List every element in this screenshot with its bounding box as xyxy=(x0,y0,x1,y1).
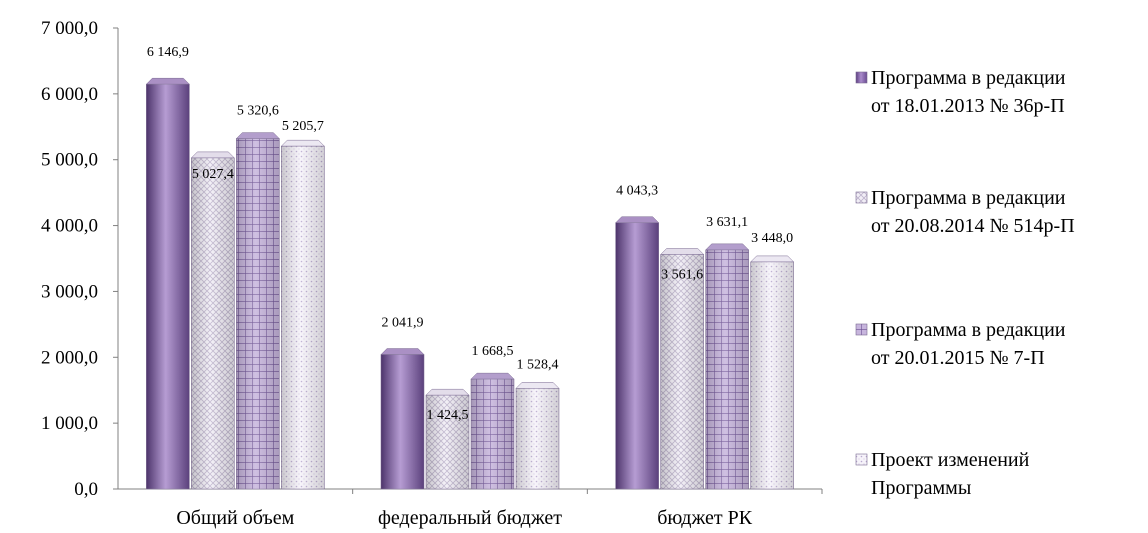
bar-shading xyxy=(750,261,794,489)
legend-swatch xyxy=(855,71,868,84)
bar-shading xyxy=(615,222,659,489)
data-label: 1 668,5 xyxy=(472,344,514,359)
bar-top xyxy=(705,243,750,251)
legend-label: от 20.01.2015 № 7-П xyxy=(871,347,1045,369)
legend-label: Программа в редакции xyxy=(871,67,1066,89)
bar-shading xyxy=(281,146,325,489)
bar-shading xyxy=(705,249,749,489)
data-label: 4 043,3 xyxy=(616,184,658,199)
y-tick-label: 3 000,0 xyxy=(41,281,98,302)
bar-top xyxy=(380,348,425,355)
data-labels: 6 146,9 5 027,4 5 320,65 205,7 2 041,9 1 424… xyxy=(147,45,793,423)
bars xyxy=(145,77,795,490)
legend-swatch xyxy=(855,191,868,204)
bar-top xyxy=(145,77,190,85)
bar-top xyxy=(515,382,560,389)
legend-label: от 18.01.2013 № 36р-П xyxy=(871,95,1065,117)
y-axis-ticks: 0,0 1 000,0 2 000,0 3 000,0 4 000,0 5 000,0 6 … xyxy=(41,18,118,500)
y-tick-label: 7 000,0 xyxy=(41,18,98,39)
y-tick-label: 4 000,0 xyxy=(41,216,98,237)
data-label: 3 631,1 xyxy=(706,215,748,230)
legend-label: Программы xyxy=(871,477,971,499)
data-label: 5 205,7 xyxy=(282,119,324,134)
legend-label: от 20.08.2014 № 514р-П xyxy=(871,215,1075,237)
chart-axes xyxy=(117,28,822,490)
data-label: 5 027,4 xyxy=(192,167,234,182)
bar-top xyxy=(425,388,470,396)
bar-top xyxy=(280,139,325,147)
bar-top xyxy=(470,372,515,380)
bar-top xyxy=(660,248,705,255)
y-tick-label: 1 000,0 xyxy=(41,413,98,434)
y-tick-label: 6 000,0 xyxy=(41,84,98,105)
legend-label: Программа в редакции xyxy=(871,187,1066,209)
data-label: 2 041,9 xyxy=(382,316,424,331)
data-label: 3 561,6 xyxy=(661,267,703,282)
bar-shading xyxy=(516,388,559,489)
x-tick-label: бюджет РК xyxy=(657,507,753,529)
y-tick-label: 0,0 xyxy=(74,479,98,500)
legend-swatch xyxy=(855,453,868,466)
bar-top xyxy=(750,255,795,263)
bar-top xyxy=(615,216,660,223)
bar-shading xyxy=(191,157,235,490)
y-tick-label: 5 000,0 xyxy=(41,150,98,171)
legend: Программа в редакции от 18.01.2013 № 36р-… xyxy=(855,67,1075,499)
data-label: 5 320,6 xyxy=(237,104,279,119)
bar-shading xyxy=(426,395,469,489)
bar-shading xyxy=(471,379,514,489)
bar-top xyxy=(235,132,280,139)
x-tick-label: Общий объем xyxy=(176,507,294,529)
bar-shading xyxy=(236,138,280,490)
bar-shading xyxy=(146,84,190,489)
data-label: 3 448,0 xyxy=(751,231,793,246)
bar-shading xyxy=(381,354,424,489)
bar-shading xyxy=(660,254,704,489)
legend-label: Программа в редакции xyxy=(871,319,1066,341)
bar-top xyxy=(190,151,235,159)
data-label: 6 146,9 xyxy=(147,45,189,60)
data-label: 1 528,4 xyxy=(517,357,559,372)
x-axis-ticks: Общий объем федеральный бюджет бюджет РК xyxy=(176,489,823,529)
legend-label: Проект изменений xyxy=(871,449,1030,471)
x-tick-label: федеральный бюджет xyxy=(378,507,562,529)
data-label: 1 424,5 xyxy=(427,408,469,423)
legend-swatch xyxy=(855,323,868,336)
y-tick-label: 2 000,0 xyxy=(41,347,98,368)
